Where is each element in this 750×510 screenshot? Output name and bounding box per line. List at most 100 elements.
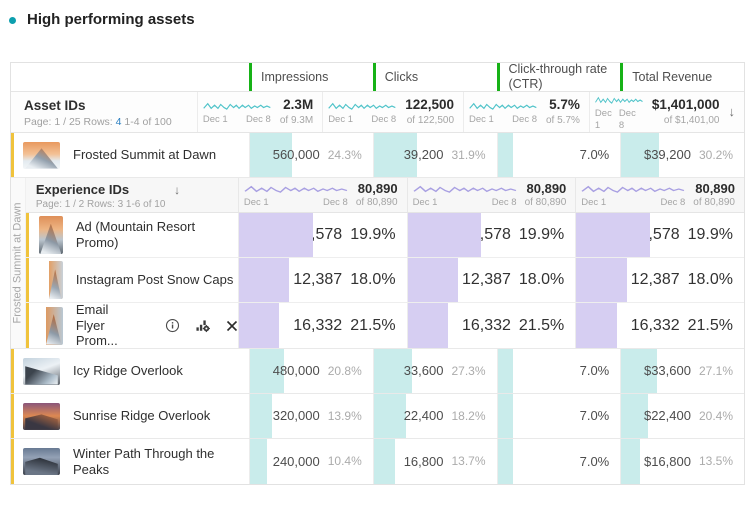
column-header-revenue[interactable]: Total Revenue	[620, 63, 744, 91]
experience-total: 80,890	[357, 180, 398, 196]
experience-group-label: Frosted Summit at Dawn	[11, 202, 24, 324]
value-bar	[497, 349, 514, 393]
experience-sparkline: Dec 1 Dec 8	[581, 182, 685, 208]
cell-impressions[interactable]: 13,578 19.9%	[237, 213, 407, 257]
close-icon[interactable]	[226, 320, 238, 332]
experience-sparkline: Dec 1 Dec 8	[244, 182, 348, 208]
cell-revenue[interactable]: 13,578 19.9%	[575, 213, 744, 257]
experience-summary-row: Experience IDs ↓ Page: 1 / 2 Rows: 3 1-6…	[25, 178, 744, 213]
cell-revenue[interactable]: 12,387 18.0%	[575, 258, 744, 302]
value-bar	[497, 439, 514, 484]
cell-revenue[interactable]: $22,400 20.4%	[620, 394, 744, 438]
chart-settings-icon[interactable]	[195, 318, 211, 333]
table-row-instagram-post[interactable]: Instagram Post Snow Caps 12,387 18.0% 12,…	[25, 258, 744, 303]
asset-thumbnail	[23, 402, 60, 430]
cell-ctr[interactable]: 7.0%	[496, 133, 621, 177]
experience-table-header: Experience IDs ↓ Page: 1 / 2 Rows: 3 1-6…	[26, 178, 238, 212]
panel-header: High performing assets	[9, 11, 195, 29]
rows-count-link[interactable]: 3	[117, 198, 124, 210]
value-bar	[373, 349, 412, 393]
experience-summary-cell[interactable]: Dec 1 Dec 8 80,890 of 80,890	[237, 178, 407, 212]
column-header-impressions[interactable]: Impressions	[249, 63, 373, 91]
table-row-frosted-summit[interactable]: Frosted Summit at Dawn 560,000 24.3% 39,2…	[11, 133, 744, 178]
experience-thumbnail	[38, 261, 63, 299]
asset-table-title: Asset IDs	[24, 98, 86, 113]
summary-cell-impressions[interactable]: Dec 1 Dec 8 2.3M of 9.3M	[196, 92, 322, 132]
cell-revenue[interactable]: $33,600 27.1%	[620, 349, 744, 393]
cell-clicks[interactable]: 16,800 13.7%	[372, 439, 497, 484]
table-row-winter-path[interactable]: Winter Path Through the Peaks 240,000 10.…	[11, 439, 744, 484]
value-bar	[576, 303, 617, 348]
clicks-sparkline: Dec 1 Dec 8	[328, 99, 396, 125]
asset-label: Sunrise Ridge Overlook	[11, 394, 249, 438]
value-bar	[621, 394, 649, 438]
ctr-sparkline: Dec 1 Dec 8	[469, 99, 537, 125]
table-row-icy-ridge[interactable]: Icy Ridge Overlook 480,000 20.8% 33,600 27…	[11, 349, 744, 394]
value-bar	[250, 439, 268, 484]
experience-thumbnail	[38, 216, 63, 254]
table-row-sunrise-ridge[interactable]: Sunrise Ridge Overlook 320,000 13.9% 22,4…	[11, 394, 744, 439]
ctr-total: 5.7%	[549, 97, 580, 113]
value-bar	[373, 439, 395, 484]
cell-clicks[interactable]: 13,578 19.9%	[406, 213, 576, 257]
sort-descending-icon[interactable]: ↓	[728, 104, 736, 120]
info-icon[interactable]	[165, 318, 180, 333]
cell-revenue[interactable]: 16,332 21.5%	[575, 303, 744, 348]
asset-summary-row: Asset IDs Page: 1 / 25 Rows: 4 1-4 of 10…	[11, 92, 744, 133]
column-header-row: Impressions Clicks Click-through rate (C…	[11, 62, 744, 92]
value-bar	[373, 133, 417, 177]
cell-clicks[interactable]: 33,600 27.3%	[372, 349, 497, 393]
column-header-spacer	[11, 63, 249, 91]
column-header-clicks[interactable]: Clicks	[372, 63, 497, 91]
experience-summary-cell[interactable]: Dec 1 Dec 8 80,890 of 80,890	[575, 178, 744, 212]
experience-table-title: Experience IDs	[35, 182, 130, 197]
summary-cell-clicks[interactable]: Dec 1 Dec 8 122,500 of 122,500	[322, 92, 463, 132]
rows-count-link[interactable]: 4	[115, 116, 122, 129]
experience-total: 80,890	[695, 180, 735, 196]
experience-label: Email Flyer Prom...	[25, 302, 238, 348]
cell-impressions[interactable]: 16,332 21.5%	[237, 303, 407, 348]
value-bar	[238, 258, 290, 302]
experience-pagination: Page: 1 / 2 Rows: 3 1-6 of 10	[35, 198, 166, 210]
value-bar	[250, 133, 292, 177]
cell-revenue[interactable]: $16,800 13.5%	[620, 439, 744, 484]
asset-label: Frosted Summit at Dawn	[11, 133, 249, 177]
cell-clicks[interactable]: 16,332 21.5%	[406, 303, 576, 348]
value-bar	[621, 349, 657, 393]
sort-descending-icon[interactable]: ↓	[174, 182, 181, 197]
value-bar	[621, 133, 660, 177]
cell-impressions[interactable]: 240,000 10.4%	[249, 439, 373, 484]
value-bar	[497, 133, 514, 177]
column-header-ctr[interactable]: Click-through rate (CTR)	[496, 62, 621, 91]
asset-table-header: Asset IDs Page: 1 / 25 Rows: 4 1-4 of 10…	[11, 92, 197, 132]
value-bar	[407, 213, 482, 257]
cell-impressions[interactable]: 12,387 18.0%	[237, 258, 407, 302]
cell-ctr[interactable]: 7.0%	[496, 439, 621, 484]
revenue-sparkline: Dec 1 Dec 8	[595, 93, 643, 131]
row-action-icons	[165, 318, 238, 333]
table-row-ad-promo[interactable]: Ad (Mountain Resort Promo) 13,578 19.9% 1…	[25, 213, 744, 258]
cell-clicks[interactable]: 12,387 18.0%	[406, 258, 576, 302]
impressions-sparkline: Dec 1 Dec 8	[203, 99, 271, 125]
asset-thumbnail	[23, 357, 60, 385]
cell-impressions[interactable]: 480,000 20.8%	[249, 349, 373, 393]
summary-cell-ctr[interactable]: Dec 1 Dec 8 5.7% of 5.7%	[463, 92, 589, 132]
cell-clicks[interactable]: 39,200 31.9%	[372, 133, 497, 177]
value-bar	[238, 213, 313, 257]
value-bar	[407, 303, 448, 348]
summary-cell-revenue[interactable]: Dec 1 Dec 8 $1,401,000 of $1,401,00 ↓	[588, 92, 744, 132]
table-row-email-flyer[interactable]: Email Flyer Prom... 16,332 21.5% 16,332 21…	[25, 302, 744, 348]
cell-revenue[interactable]: $39,200 30.2%	[620, 133, 744, 177]
experience-summary-cell[interactable]: Dec 1 Dec 8 80,890 of 80,890	[406, 178, 576, 212]
cell-impressions[interactable]: 320,000 13.9%	[249, 394, 373, 438]
value-bar	[576, 258, 627, 302]
asset-pagination: Page: 1 / 25 Rows: 4 1-4 of 100	[24, 116, 172, 129]
cell-clicks[interactable]: 22,400 18.2%	[372, 394, 497, 438]
cell-ctr[interactable]: 7.0%	[496, 349, 621, 393]
panel-bullet-icon	[9, 16, 16, 24]
experience-breakdown-block: Frosted Summit at Dawn Experience IDs ↓ …	[11, 178, 744, 349]
cell-ctr[interactable]: 7.0%	[496, 394, 621, 438]
revenue-total: $1,401,000	[651, 97, 720, 113]
cell-impressions[interactable]: 560,000 24.3%	[249, 133, 373, 177]
